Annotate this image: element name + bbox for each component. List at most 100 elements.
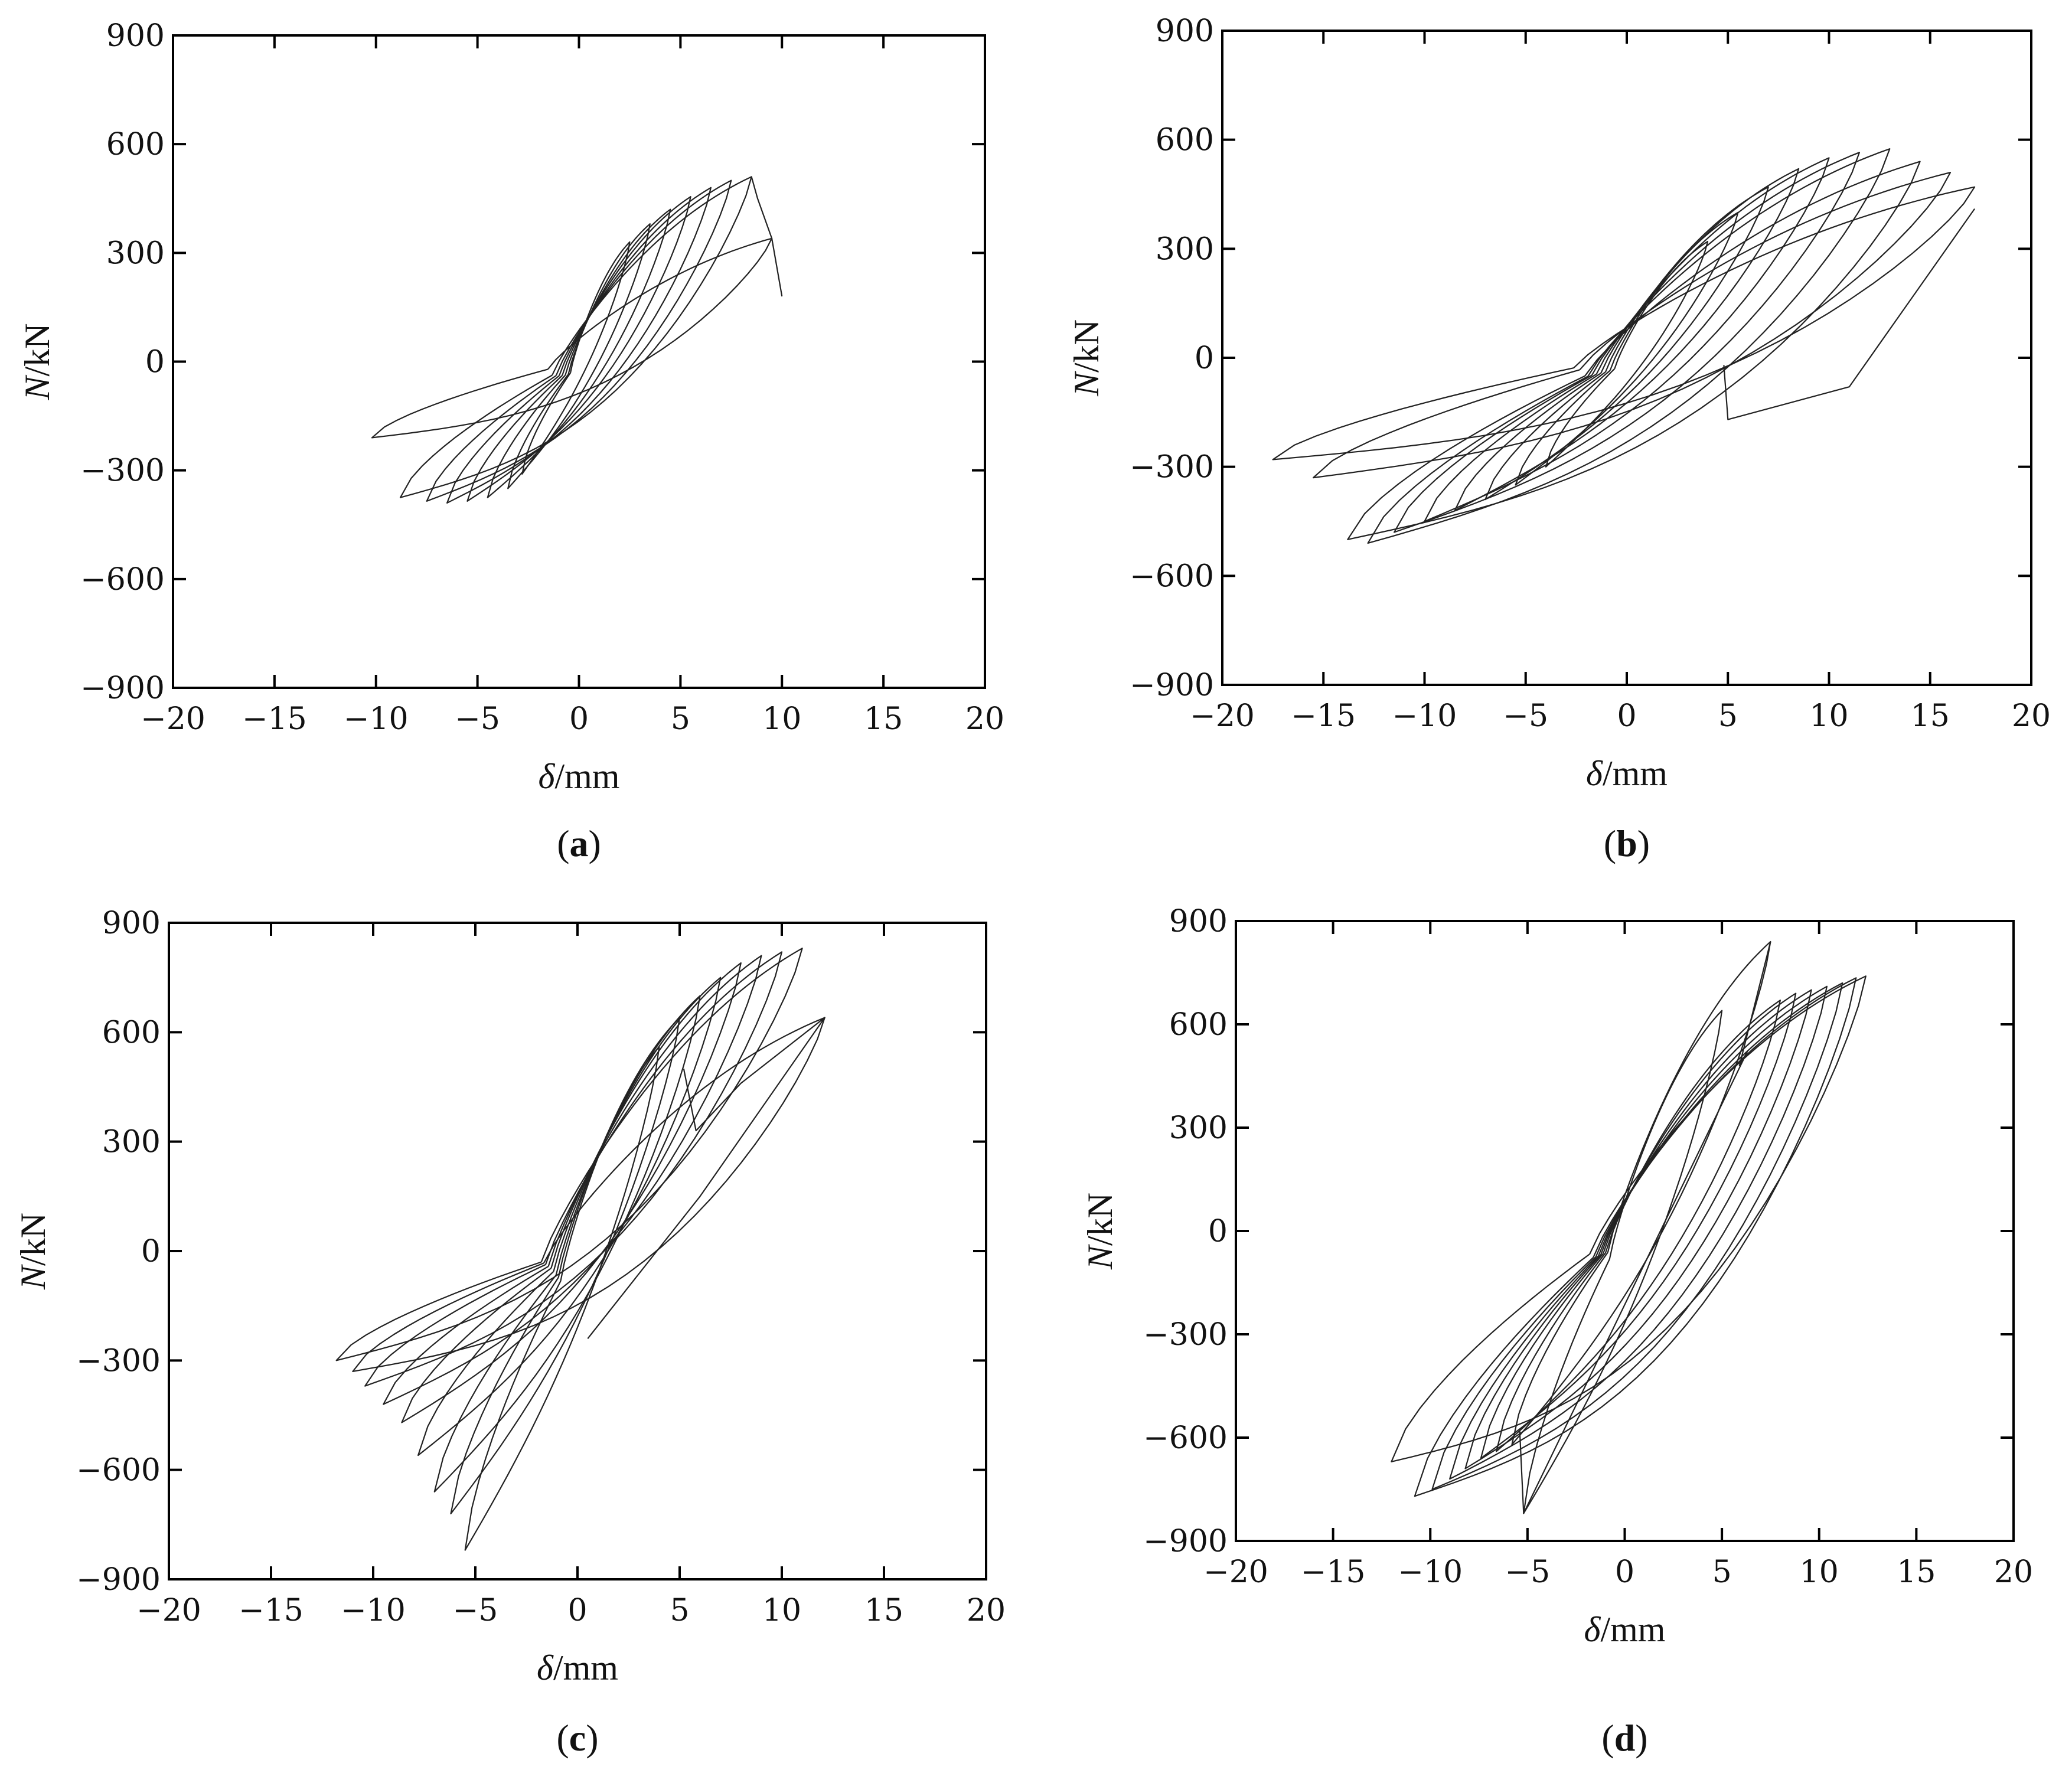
y-axis-label: N/kN [1067, 319, 1106, 397]
x-tick-label: −10 [341, 1593, 406, 1628]
x-tick-label: 20 [967, 1593, 1006, 1628]
panel-label: (c) [556, 1717, 598, 1759]
y-tick-label: −900 [76, 1562, 161, 1598]
y-tick-label: −900 [80, 671, 165, 706]
panel-d: −20 −15 −10 −5 0 5 10 15 20 −900 −600 −300 0 300 600 90… [1081, 904, 2033, 1759]
y-tick-label: 0 [141, 1234, 161, 1269]
panel-label: (b) [1604, 822, 1650, 864]
x-tick-label: 10 [762, 1593, 801, 1628]
panel-label: (d) [1601, 1717, 1647, 1759]
x-tick-label: −5 [1503, 698, 1548, 734]
x-tick-label: 0 [567, 1593, 587, 1628]
x-tick-label: −15 [1301, 1555, 1366, 1590]
x-tick-label: −5 [453, 1593, 498, 1628]
y-axis-label: N/kN [18, 323, 57, 400]
x-tick-label: 0 [1615, 1555, 1634, 1590]
y-tick-label: −600 [1143, 1420, 1228, 1456]
hysteresis-loop [1545, 240, 1709, 468]
x-tick-label: −20 [136, 1593, 201, 1628]
hysteresis-curves [1391, 941, 1867, 1514]
x-tick-label: −15 [239, 1593, 304, 1628]
x-tick-label: 5 [670, 1593, 689, 1628]
y-axis-label: N/kN [1081, 1193, 1120, 1270]
hysteresis-loop [1480, 992, 1797, 1459]
x-tick-label: −20 [141, 701, 205, 737]
y-tick-label: 900 [1156, 14, 1214, 49]
hysteresis-loop [1464, 989, 1812, 1469]
panel-c: −20 −15 −10 −5 0 5 10 15 20 −900 −600 −300 0 300 600 90… [14, 906, 1006, 1759]
plot-frame [1221, 30, 2032, 686]
y-tick-label: −600 [1130, 559, 1214, 594]
x-axis-label: δ/mm [1586, 754, 1668, 793]
hysteresis-loop [1515, 211, 1739, 486]
hysteresis-loop [1511, 941, 1771, 1445]
y-tick-label: 600 [102, 1015, 161, 1050]
x-axis-label: δ/mm [537, 1648, 618, 1687]
panel-b: −20 −15 −10 −5 0 5 10 15 20 −900 −600 −300 0 300 600 90… [1067, 14, 2051, 864]
x-tick-label: 5 [671, 701, 690, 737]
y-tick-label: −900 [1130, 668, 1214, 703]
hysteresis-loop [1431, 982, 1843, 1490]
x-tick-label: 10 [762, 701, 801, 737]
y-tick-label: −600 [80, 562, 165, 597]
hysteresis-loop [466, 196, 691, 502]
y-tick-label: −600 [76, 1453, 161, 1488]
y-tick-label: 300 [1156, 231, 1214, 267]
hysteresis-loop [1414, 977, 1857, 1497]
x-tick-label: 10 [1800, 1555, 1839, 1590]
hysteresis-loop [1347, 161, 1921, 540]
y-tick-label: 600 [106, 127, 165, 162]
hysteresis-curves [1272, 148, 1976, 544]
y-tick-label: 0 [1208, 1214, 1228, 1249]
y-tick-label: 0 [145, 345, 165, 380]
panel-a: −20 −15 −10 −5 0 5 10 15 20 −900 −600 −300 0 300 600 90… [18, 18, 1004, 864]
hysteresis-loop [1484, 186, 1769, 501]
x-tick-label: −20 [1203, 1555, 1268, 1590]
hysteresis-loop [417, 977, 722, 1457]
y-tick-label: 900 [102, 906, 161, 941]
hysteresis-loop [426, 179, 732, 502]
x-tick-label: −10 [1392, 698, 1457, 734]
hysteresis-loop [1496, 1000, 1781, 1452]
hysteresis-loop [487, 208, 671, 498]
hysteresis-loop [1367, 148, 1891, 544]
y-axis-label: N/kN [14, 1213, 53, 1290]
hysteresis-loop [352, 1017, 825, 1372]
y-tick-label: 600 [1156, 123, 1214, 158]
hysteresis-curves [371, 176, 783, 504]
y-tick-label: 300 [102, 1125, 161, 1160]
x-tick-label: 0 [1617, 698, 1636, 734]
x-tick-label: 20 [2012, 698, 2051, 734]
hysteresis-loop [464, 1046, 660, 1551]
hysteresis-loop [401, 962, 742, 1423]
y-tick-label: 300 [1169, 1111, 1228, 1146]
y-tick-label: −300 [1143, 1317, 1228, 1353]
hysteresis-loop [1391, 975, 1867, 1462]
y-tick-label: −300 [76, 1343, 161, 1379]
hysteresis-loop [364, 951, 783, 1387]
x-tick-label: 0 [569, 701, 589, 737]
hysteresis-loop [1454, 168, 1800, 511]
panel-label: (a) [557, 822, 601, 864]
x-tick-label: 15 [864, 1593, 903, 1628]
x-tick-label: 20 [965, 701, 1004, 737]
x-tick-label: −10 [1398, 1555, 1463, 1590]
x-tick-label: 15 [1897, 1555, 1936, 1590]
hysteresis-loop [371, 237, 773, 439]
hysteresis-loop [446, 187, 712, 504]
x-tick-label: 15 [864, 701, 903, 737]
plot-frame [172, 34, 986, 689]
x-tick-label: 10 [1809, 698, 1848, 734]
hysteresis-loop [399, 176, 752, 498]
post-peak-branch [1519, 941, 1771, 1514]
hysteresis-curves [335, 948, 825, 1551]
plot-frame [1235, 920, 2015, 1542]
y-tick-label: −900 [1143, 1524, 1228, 1559]
hysteresis-loop [1272, 186, 1976, 461]
x-tick-label: 5 [1718, 698, 1738, 734]
y-tick-label: 300 [106, 236, 165, 271]
x-tick-label: −5 [1505, 1555, 1551, 1590]
x-tick-label: 20 [1994, 1555, 2033, 1590]
x-axis-label: δ/mm [1584, 1610, 1666, 1649]
hysteresis-loop [1523, 1010, 1723, 1514]
